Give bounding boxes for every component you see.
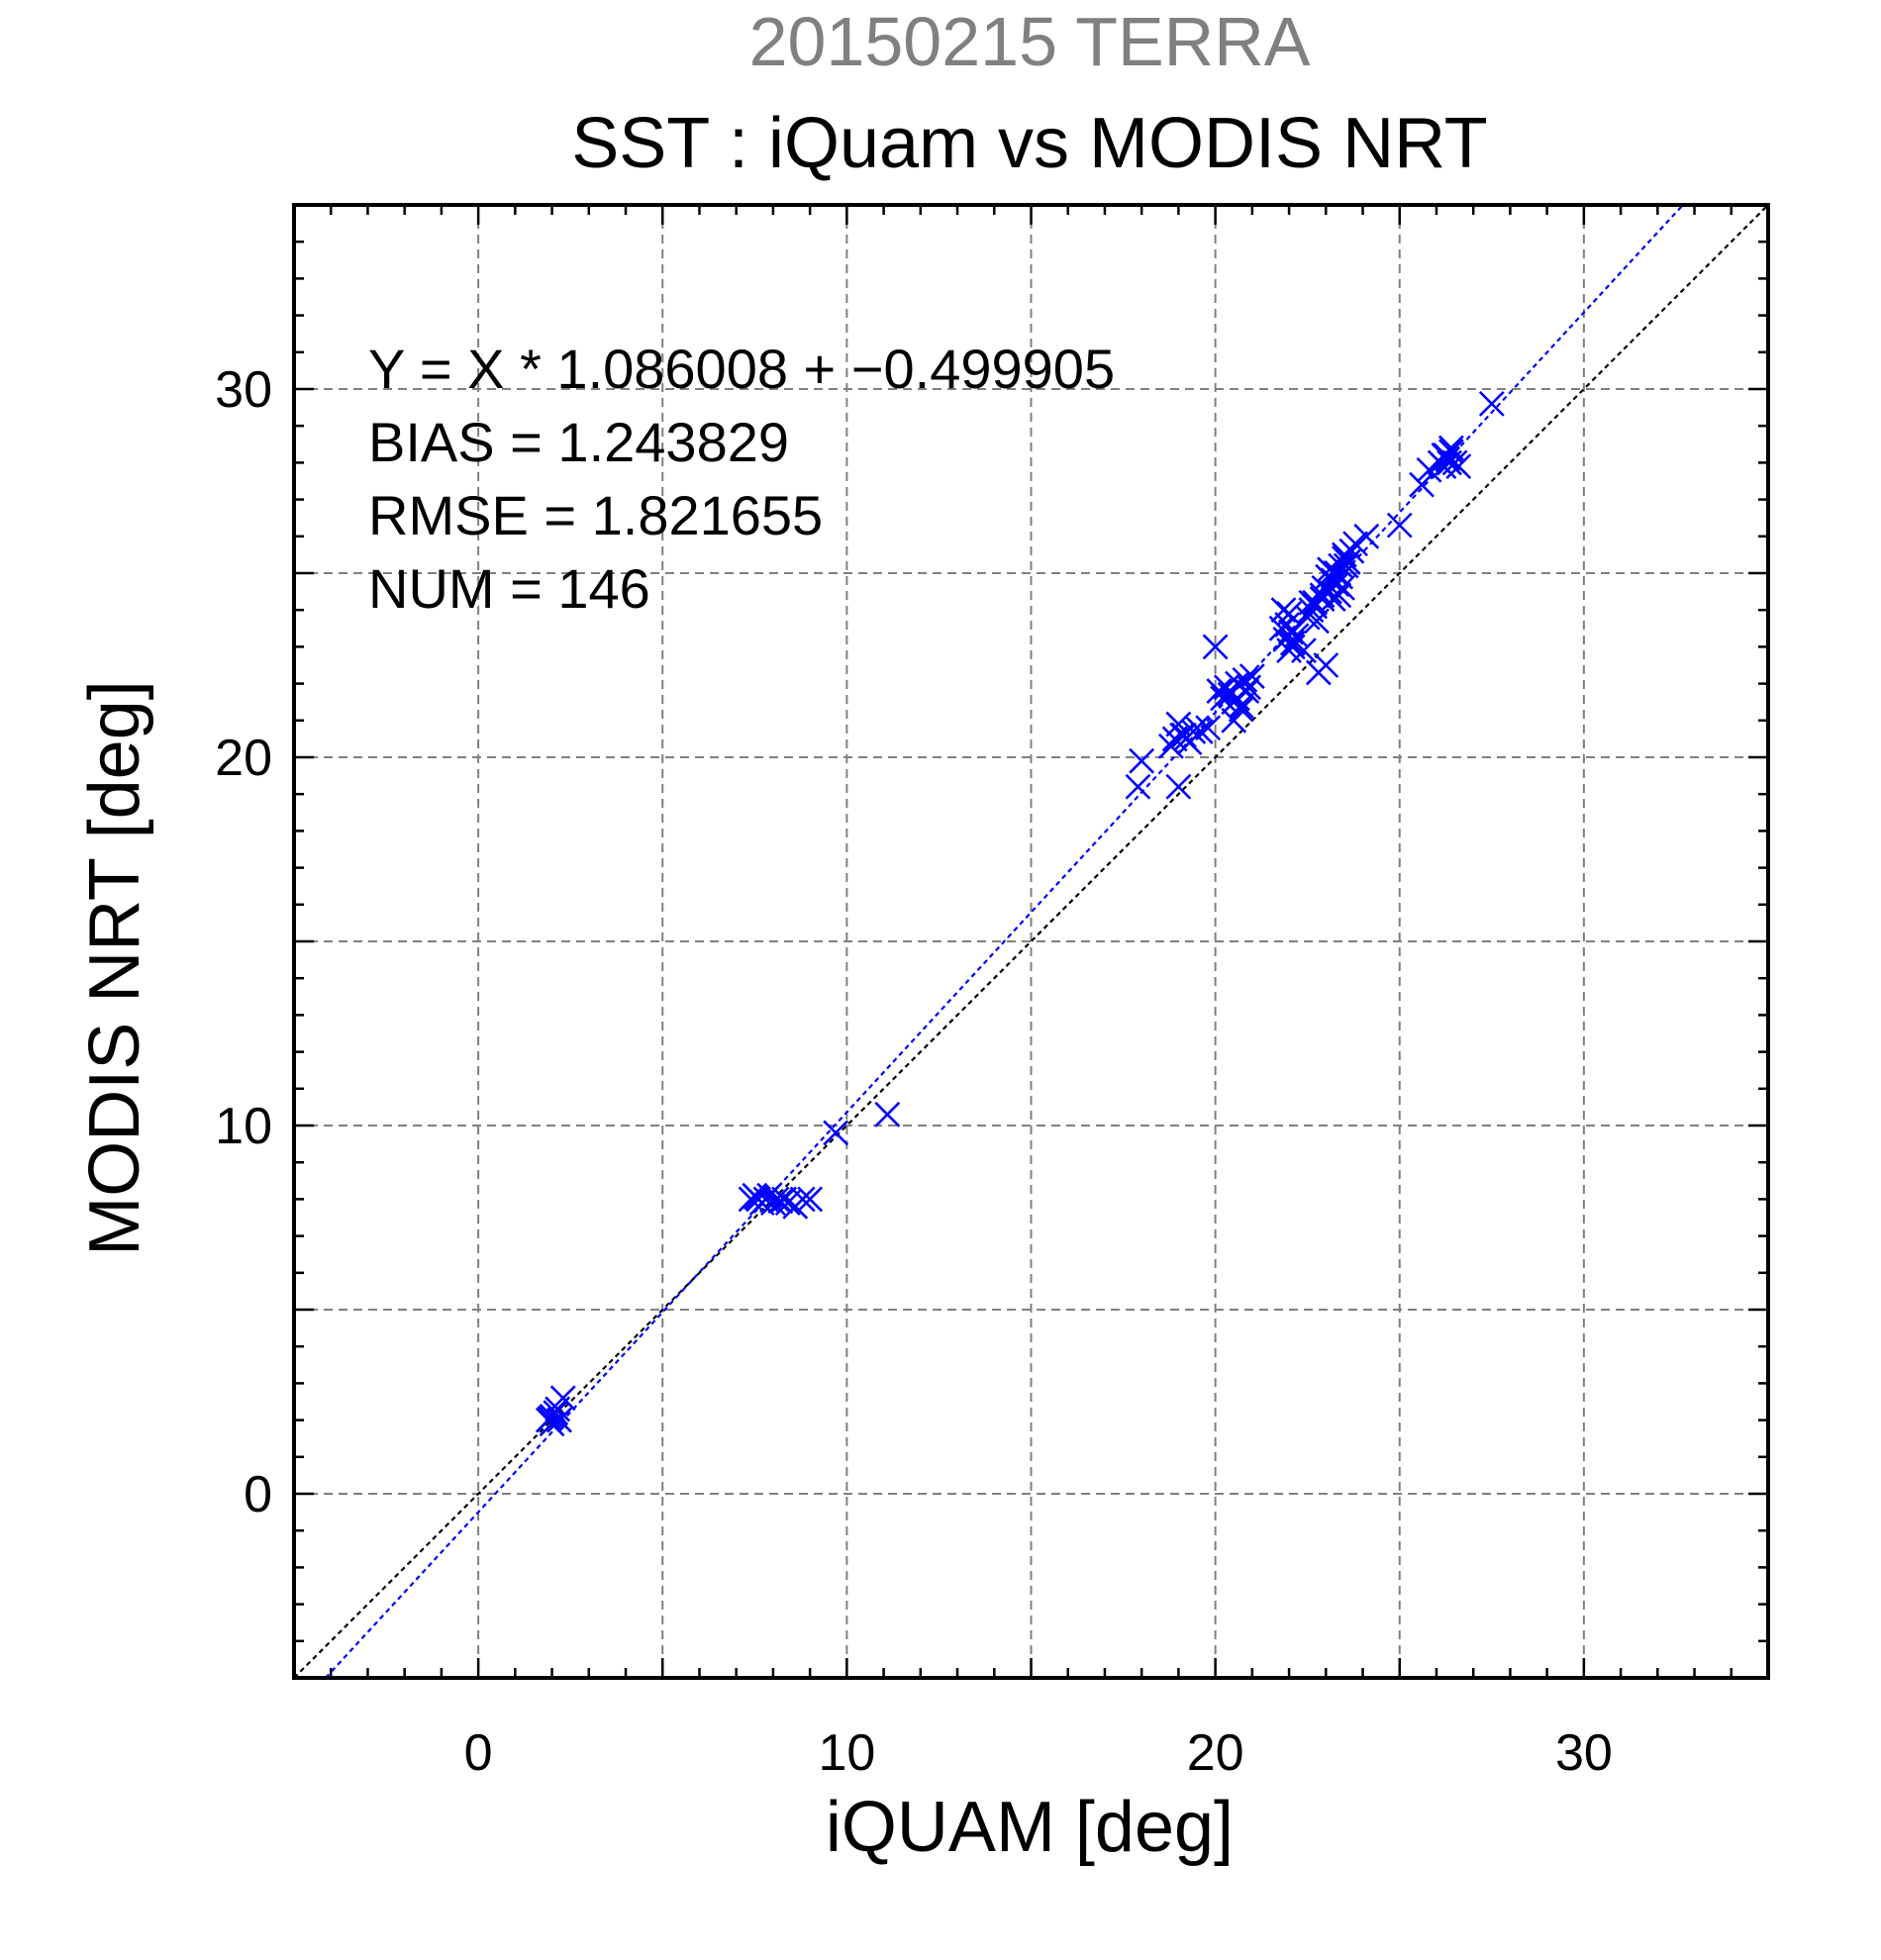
data-point [1322, 560, 1348, 586]
tick-labels: 0 10 20 30 0 10 20 30 [215, 361, 1613, 1782]
stats-rmse: RMSE = 1.821655 [368, 484, 823, 546]
x-tick-label: 10 [818, 1724, 875, 1782]
data-point [1313, 652, 1339, 678]
data-point [537, 1405, 563, 1431]
stats-annotation: Y = X * 1.086008 + −0.499905 BIAS = 1.24… [368, 338, 1115, 620]
data-points [535, 390, 1505, 1437]
y-tick-label: 30 [215, 361, 272, 419]
data-point [1274, 612, 1301, 637]
y-axis-label: MODIS NRT [deg] [75, 680, 154, 1256]
data-point [1431, 453, 1457, 480]
data-point [1171, 722, 1197, 748]
y-tick-label: 0 [244, 1466, 272, 1523]
data-point [1409, 471, 1435, 498]
data-point [771, 1186, 798, 1213]
plot-frame [292, 203, 1770, 1680]
data-point [1129, 747, 1155, 774]
stats-fit-equation: Y = X * 1.086008 + −0.499905 [368, 338, 1115, 400]
data-point [1315, 563, 1341, 590]
data-point [1161, 726, 1188, 752]
y-tick-label: 20 [215, 730, 272, 787]
data-point [1221, 707, 1247, 734]
data-point [1298, 589, 1325, 616]
data-point [1195, 715, 1222, 741]
data-point [1234, 678, 1260, 704]
data-point [1478, 390, 1505, 417]
data-point [797, 1186, 824, 1213]
data-point [1433, 442, 1459, 468]
data-point [1270, 597, 1297, 624]
data-point [1335, 548, 1361, 575]
data-point [1187, 719, 1214, 744]
data-point [1326, 582, 1352, 609]
data-point [1228, 693, 1254, 719]
y-tick-label: 10 [215, 1098, 272, 1155]
data-point [1353, 523, 1380, 549]
data-point [1331, 541, 1357, 568]
data-point [1333, 552, 1359, 579]
data-point [1291, 637, 1317, 664]
stats-bias: BIAS = 1.243829 [368, 411, 789, 473]
data-point [1232, 666, 1258, 693]
data-point [789, 1186, 816, 1213]
data-point [1436, 449, 1462, 476]
grid-lines [294, 205, 1768, 1678]
data-point [1330, 574, 1355, 601]
data-point [1294, 604, 1321, 631]
x-tick-label: 0 [464, 1724, 493, 1782]
stats-num: NUM = 146 [368, 557, 650, 620]
data-point [767, 1188, 794, 1215]
x-tick-label: 30 [1555, 1724, 1613, 1782]
data-point [823, 1120, 849, 1146]
data-point [874, 1101, 901, 1127]
chart-supertitle: 20150215 TERRA [749, 3, 1311, 80]
x-tick-label: 20 [1187, 1724, 1244, 1782]
x-axis-label: iQUAM [deg] [826, 1788, 1234, 1867]
data-point [743, 1184, 770, 1211]
data-point [1386, 512, 1413, 539]
data-point [1165, 773, 1192, 800]
data-point [1125, 773, 1151, 800]
data-point [1238, 663, 1265, 690]
data-point [1279, 630, 1306, 656]
chart-title: SST : iQuam vs MODIS NRT [571, 104, 1488, 183]
data-point [539, 1411, 565, 1437]
data-point [546, 1407, 572, 1433]
data-point [1202, 634, 1229, 660]
